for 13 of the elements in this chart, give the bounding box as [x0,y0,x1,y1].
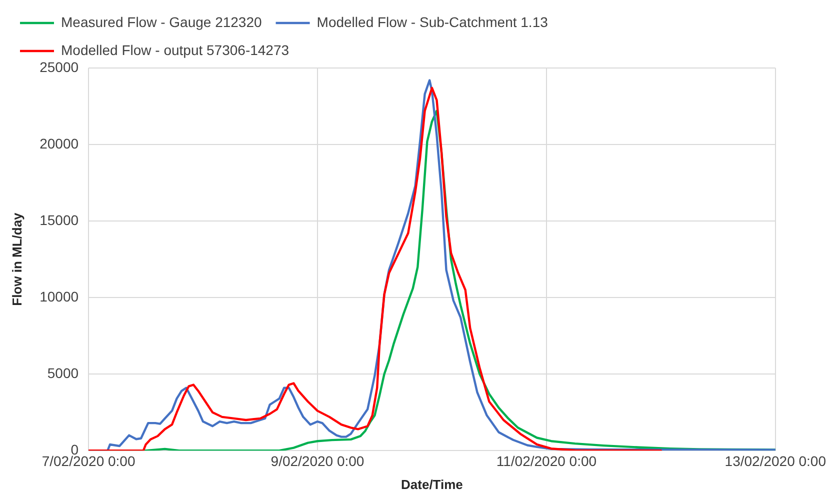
legend-label: Modelled Flow - output 57306-14273 [61,42,290,58]
y-tick-label: 25000 [40,58,79,75]
y-tick-label: 15000 [40,212,79,228]
legend-label: Measured Flow - Gauge 212320 [61,14,262,30]
x-tick-label: 13/02/2020 0:00 [724,452,826,469]
y-axis-title: Flow in ML/day [9,212,24,306]
y-tick-label: 5000 [47,364,79,381]
x-tick-label: 11/02/2020 0:00 [496,452,597,469]
x-axis-title: Date/Time [401,476,463,492]
x-tick-label: 9/02/2020 0:00 [270,452,364,469]
legend-label: Modelled Flow - Sub-Catchment 1.13 [316,14,548,30]
y-tick-label: 20000 [40,135,79,152]
y-tick-label: 10000 [40,288,79,304]
